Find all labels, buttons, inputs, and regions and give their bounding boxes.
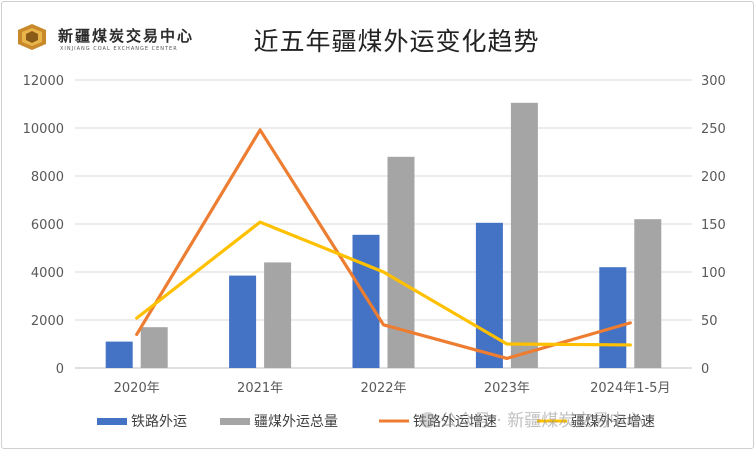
series-line: [135, 128, 632, 360]
watermark: 公众号 · 新疆煤炭交易中心: [420, 406, 643, 431]
y2-tick-label: 100: [701, 266, 726, 281]
x-tick-label: 2021年: [237, 381, 283, 396]
logo: 新疆煤炭交易中心 XINJIANG COAL EXCHANGE CENTER: [10, 12, 210, 60]
y2-tick-label: 0: [701, 362, 709, 377]
series-line: [135, 220, 632, 347]
y2-tick-label: 50: [701, 314, 718, 329]
bar: [599, 267, 627, 368]
bar: [229, 275, 257, 368]
logo-emblem-icon: [18, 24, 46, 50]
x-tick-label: 2024年1-5月: [590, 381, 670, 396]
wechat-icon: [420, 412, 436, 428]
legend-swatch: [220, 418, 250, 425]
legend-swatch: [97, 418, 127, 425]
y-tick-label: 6000: [31, 218, 64, 233]
watermark-text: 公众号 · 新疆煤炭交易中心: [440, 411, 644, 431]
legend-label: 疆煤外运总量: [254, 414, 338, 430]
legend-label: 疆煤外运增速: [571, 414, 655, 430]
bar: [475, 222, 503, 368]
x-tick-label: 2020年: [114, 381, 160, 396]
y-tick-label: 12000: [23, 74, 64, 89]
bar: [140, 327, 168, 368]
bar: [510, 102, 538, 369]
bar: [387, 156, 415, 368]
legend-label: 铁路外运增速: [413, 414, 497, 430]
x-tick-label: 2022年: [360, 381, 406, 396]
bar: [264, 262, 292, 368]
y-tick-label: 4000: [31, 266, 64, 281]
y-tick-label: 8000: [31, 170, 64, 185]
y2-tick-label: 300: [701, 74, 726, 89]
y2-tick-label: 200: [701, 170, 726, 185]
y2-tick-label: 150: [701, 218, 726, 233]
bar: [352, 234, 380, 368]
chart-title: 近五年疆煤外运变化趋势: [253, 27, 540, 56]
x-tick-label: 2023年: [484, 381, 530, 396]
logo-subtext: XINJIANG COAL EXCHANGE CENTER: [60, 46, 178, 52]
y-tick-label: 2000: [31, 314, 64, 329]
logo-text: 新疆煤炭交易中心: [58, 27, 195, 45]
y-tick-label: 10000: [23, 122, 64, 137]
y-tick-label: 0: [56, 362, 64, 377]
bar: [105, 341, 133, 368]
y2-tick-label: 250: [701, 122, 726, 137]
legend-label: 铁路外运: [131, 414, 187, 430]
bar: [634, 219, 662, 368]
